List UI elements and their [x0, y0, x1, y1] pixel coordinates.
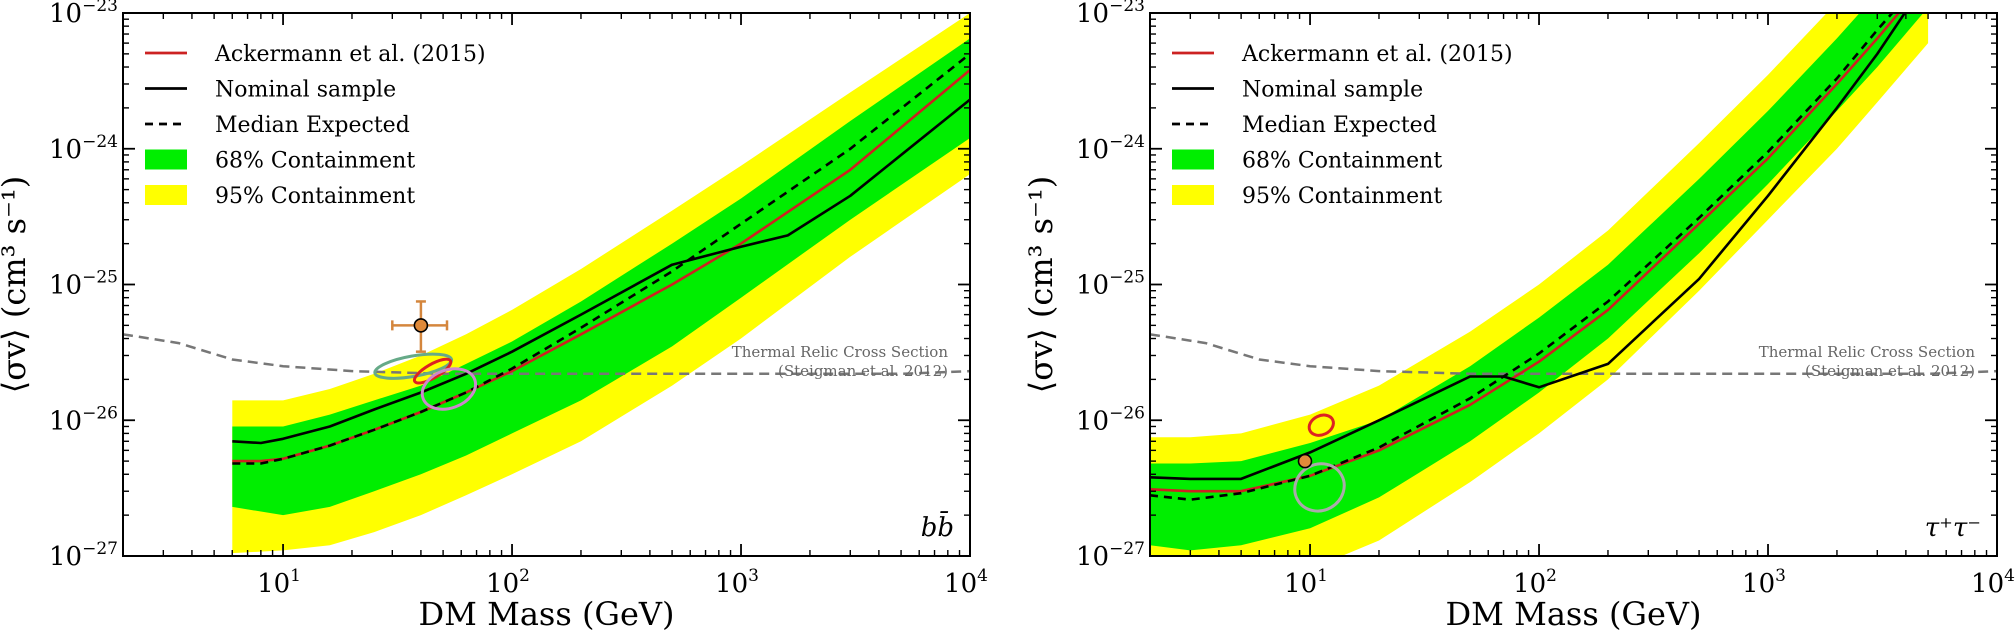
x-tick-label: 102 — [486, 566, 530, 599]
band-68-containment — [232, 38, 970, 516]
plot-area — [123, 13, 970, 554]
panel-tautau: 101 102 103 104 10−27 10−26 10−25 10−24 10−23 DM … — [1022, 0, 2015, 633]
thermal-relic-label: Thermal Relic Cross Section — [732, 343, 949, 361]
channel-label: τ⁺τ⁻ — [1925, 513, 1981, 543]
contour-ellipse-1 — [412, 357, 453, 385]
y-tick-label: 10−24 — [1076, 132, 1145, 165]
y-tick-label: 10−26 — [1076, 403, 1145, 436]
legend-swatch-4 — [1172, 185, 1214, 205]
y-tick-label: 10−25 — [1076, 268, 1145, 301]
x-tick-label: 101 — [257, 566, 301, 599]
x-axis-title: DM Mass (GeV) — [1445, 595, 1701, 633]
x-axis-title: DM Mass (GeV) — [418, 595, 674, 633]
plot-area — [1150, 13, 1997, 556]
panel-bb: 101 102 103 104 10−27 10−26 10−25 10−24 10−23 DM … — [0, 0, 988, 633]
legend-label-1: Nominal sample — [1242, 78, 1423, 103]
legend-label-4: 95% Containment — [215, 184, 415, 209]
legend-swatch-4 — [145, 185, 187, 205]
y-axis-title: ⟨σv⟩ (cm³ s⁻¹) — [0, 176, 33, 393]
contour-ellipse-2 — [420, 367, 478, 411]
fit-point — [413, 318, 429, 333]
y-tick-label: 10−23 — [1076, 0, 1145, 29]
thermal-relic-line — [1150, 333, 1997, 376]
x-tick-label: 104 — [1971, 566, 2015, 599]
y-tick-label: 10−26 — [49, 403, 118, 436]
legend-label-1: Nominal sample — [215, 78, 396, 103]
x-tick-label: 104 — [944, 566, 988, 599]
y-axis-title: ⟨σv⟩ (cm³ s⁻¹) — [1022, 176, 1060, 393]
y-tick-label: 10−25 — [49, 268, 118, 301]
x-tick-label: 103 — [1742, 566, 1786, 599]
y-tick-label: 10−27 — [49, 539, 118, 572]
legend-swatch-3 — [1172, 149, 1214, 170]
legend-label-0: Ackermann et al. (2015) — [1241, 42, 1513, 67]
fit-point — [1297, 453, 1313, 469]
thermal-relic-label: (Steigman et al. 2012) — [778, 362, 948, 380]
series-line-0 — [1150, 13, 1901, 493]
x-tick-label: 101 — [1284, 566, 1328, 599]
legend-label-2: Median Expected — [1242, 113, 1437, 138]
legend-label-3: 68% Containment — [1242, 149, 1442, 174]
y-tick-label: 10−24 — [49, 132, 118, 165]
legend-label-0: Ackermann et al. (2015) — [214, 42, 486, 67]
series-line-1 — [232, 98, 970, 445]
series-line-0 — [232, 69, 970, 463]
y-tick-label: 10−23 — [49, 0, 118, 29]
x-tick-label: 103 — [715, 566, 759, 599]
legend-swatch-3 — [145, 149, 187, 170]
x-tick-label: 102 — [1513, 566, 1557, 599]
y-tick-label: 10−27 — [1076, 539, 1145, 572]
series-line-2 — [1150, 13, 1894, 502]
legend-label-2: Median Expected — [215, 113, 410, 138]
channel-label: bb̄ — [921, 510, 954, 543]
legend-label-4: 95% Containment — [1242, 184, 1442, 209]
series-line-1 — [1150, 13, 1907, 481]
thermal-relic-label: (Steigman et al. 2012) — [1805, 362, 1975, 380]
thermal-relic-label: Thermal Relic Cross Section — [1759, 343, 1976, 361]
legend-label-3: 68% Containment — [215, 149, 415, 174]
contour-ellipse-0 — [1307, 413, 1335, 437]
